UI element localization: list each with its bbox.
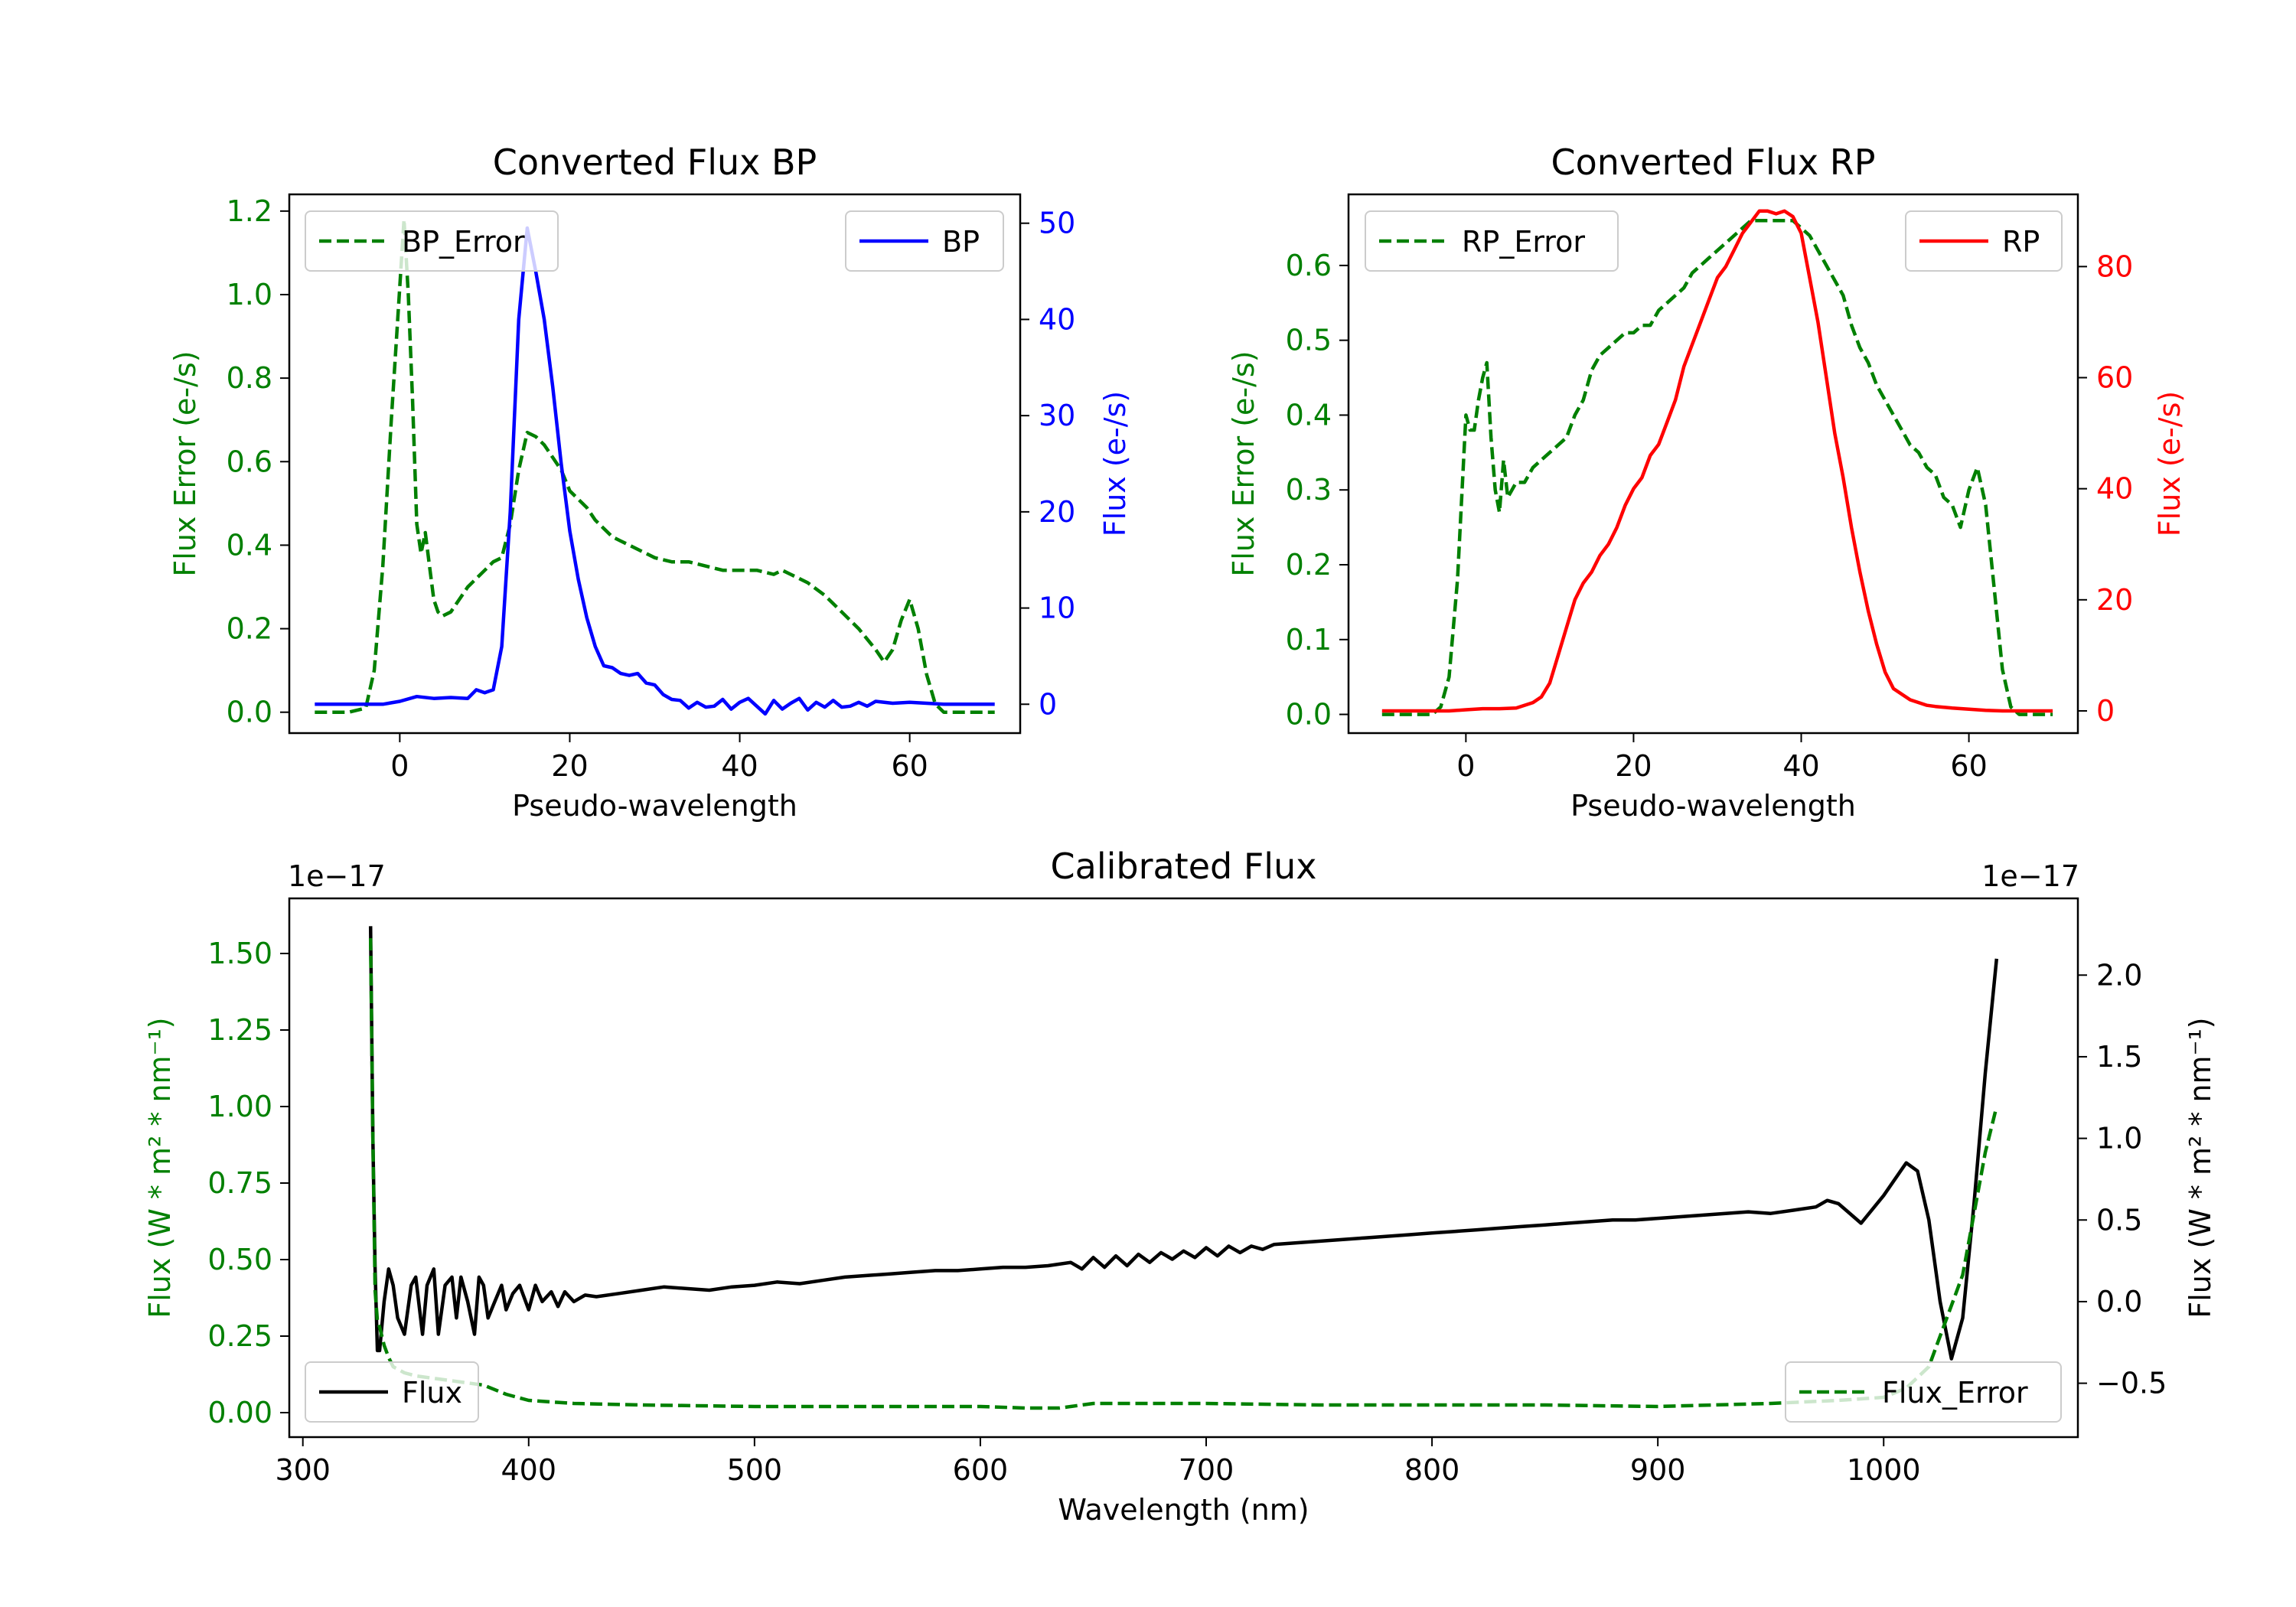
y-left-tick-label: 0.2 — [1286, 548, 1332, 582]
x-tick-label: 700 — [1179, 1453, 1234, 1487]
x-tick-label: 40 — [721, 749, 758, 783]
series-line-bp-error — [315, 217, 995, 714]
series-line-flux — [368, 926, 1999, 1361]
y-right-tick-label: 50 — [1039, 207, 1075, 240]
legend-box — [1785, 1361, 2062, 1423]
chart-panel-calibrated: 300 400 500 600 700 800 900 1000 0.00 0.25 0.50 0.7… — [143, 846, 2217, 1527]
series-line-rp-error — [1381, 218, 2053, 716]
y-right-tick-label: 1.5 — [2096, 1040, 2142, 1074]
legend-left: Flux — [305, 1361, 479, 1423]
legend-label: BP_Error — [402, 225, 525, 259]
x-tick-label: 900 — [1630, 1453, 1686, 1487]
x-tick-label: 0 — [390, 749, 409, 783]
x-tick-label: 300 — [275, 1453, 331, 1487]
y-left-tick-label: 0.4 — [1286, 398, 1332, 432]
legend-left: RP_Error — [1365, 210, 1619, 272]
y-left-tick-label: 0.00 — [207, 1396, 272, 1429]
legend-label: RP_Error — [1462, 225, 1585, 259]
x-tick-label: 600 — [953, 1453, 1009, 1487]
y-right-offset-label: 1e−17 — [1981, 859, 2079, 893]
legend-right: Flux_Error — [1785, 1361, 2062, 1423]
y-left-tick-label: 1.50 — [207, 937, 272, 970]
axes-frame — [288, 897, 2079, 1439]
y-left-tick-label: 1.00 — [207, 1090, 272, 1123]
legend-label: BP — [942, 225, 980, 259]
y-right-tick-label: 10 — [1039, 592, 1075, 625]
y-left-axis-label: Flux (W * m² * nm⁻¹) — [143, 1017, 177, 1318]
chart-panel-rp: 0 20 40 60 0.0 0.1 0.2 0.3 0.4 0.5 0.6 0 20 40 60 80 Con… — [1227, 142, 2187, 823]
legend-box — [305, 210, 559, 272]
y-left-tick-label: 1.0 — [227, 278, 272, 311]
y-right-tick-label: 0 — [1039, 687, 1057, 721]
y-right-tick-label: 80 — [2096, 249, 2133, 283]
y-right-tick-label: 1.0 — [2096, 1122, 2142, 1156]
y-left-tick-label: 0.4 — [227, 528, 272, 562]
y-right-tick-label: 20 — [1039, 495, 1075, 529]
legend-label: Flux — [402, 1376, 462, 1410]
axes-frame — [288, 193, 1022, 735]
chart-title: Converted Flux RP — [1551, 142, 1876, 183]
y-right-tick-label: 30 — [1039, 399, 1075, 432]
legend-box — [1365, 210, 1619, 272]
x-tick-label: 60 — [1950, 749, 1987, 783]
x-tick-label: 40 — [1782, 749, 1819, 783]
x-tick-label: 1000 — [1847, 1453, 1921, 1487]
x-axis-label: Wavelength (nm) — [1058, 1493, 1309, 1527]
y-left-tick-label: 0.50 — [207, 1243, 272, 1276]
x-axis-label: Pseudo-wavelength — [512, 789, 797, 823]
y-right-tick-label: 60 — [2096, 361, 2133, 395]
y-left-tick-label: 0.2 — [227, 612, 272, 646]
y-right-tick-label: 0 — [2096, 694, 2115, 728]
series-line-bp — [315, 226, 995, 716]
x-axis-label: Pseudo-wavelength — [1570, 789, 1856, 823]
legend-label: Flux_Error — [1882, 1376, 2028, 1410]
y-left-tick-label: 0.3 — [1286, 473, 1332, 507]
x-tick-label: 800 — [1404, 1453, 1460, 1487]
y-left-offset-label: 1e−17 — [288, 859, 386, 893]
legend-right: RP — [1905, 210, 2063, 272]
legend-right: BP — [845, 210, 1004, 272]
y-right-tick-label: 40 — [2096, 472, 2133, 506]
x-tick-label: 20 — [551, 749, 588, 783]
y-left-tick-label: 1.25 — [207, 1013, 272, 1047]
chart-title: Calibrated Flux — [1051, 846, 1317, 887]
y-right-axis-label: Flux (e-/s) — [1098, 391, 1132, 536]
x-tick-label: 500 — [727, 1453, 783, 1487]
y-left-tick-label: 0.6 — [227, 445, 272, 478]
y-right-tick-label: 20 — [2096, 583, 2133, 617]
y-right-axis-label: Flux (e-/s) — [2153, 391, 2187, 536]
x-tick-label: 0 — [1456, 749, 1475, 783]
y-left-tick-label: 0.0 — [227, 696, 272, 729]
legend-label: RP — [2002, 225, 2040, 259]
y-left-tick-label: 0.0 — [1286, 698, 1332, 732]
y-left-axis-label: Flux Error (e-/s) — [1227, 350, 1261, 576]
chart-title: Converted Flux BP — [493, 142, 817, 183]
y-right-tick-label: −0.5 — [2096, 1367, 2167, 1400]
y-left-tick-label: 0.1 — [1286, 623, 1332, 657]
y-right-tick-label: 0.5 — [2096, 1203, 2142, 1237]
y-left-tick-label: 1.2 — [227, 194, 272, 228]
y-right-tick-label: 2.0 — [2096, 958, 2142, 992]
legend-left: BP_Error — [305, 210, 559, 272]
y-left-axis-label: Flux Error (e-/s) — [168, 350, 202, 576]
y-left-tick-label: 0.8 — [227, 361, 272, 395]
y-right-tick-label: 0.0 — [2096, 1285, 2142, 1319]
chart-panel-bp: 0 20 40 60 0.0 0.2 0.4 0.6 0.8 1.0 1.2 0 10 20 30 40 50 C… — [168, 142, 1132, 823]
x-tick-label: 60 — [891, 749, 928, 783]
y-left-tick-label: 0.6 — [1286, 249, 1332, 282]
y-left-tick-label: 0.5 — [1286, 324, 1332, 357]
x-tick-label: 400 — [501, 1453, 557, 1487]
y-left-tick-label: 0.75 — [207, 1166, 272, 1200]
axes-frame — [1347, 193, 2079, 735]
y-left-tick-label: 0.25 — [207, 1319, 272, 1353]
y-right-axis-label: Flux (W * m² * nm⁻¹) — [2183, 1017, 2217, 1318]
y-right-tick-label: 40 — [1039, 302, 1075, 336]
legend-box — [305, 1361, 479, 1423]
series-line-rp — [1381, 209, 2053, 713]
x-tick-label: 20 — [1615, 749, 1652, 783]
